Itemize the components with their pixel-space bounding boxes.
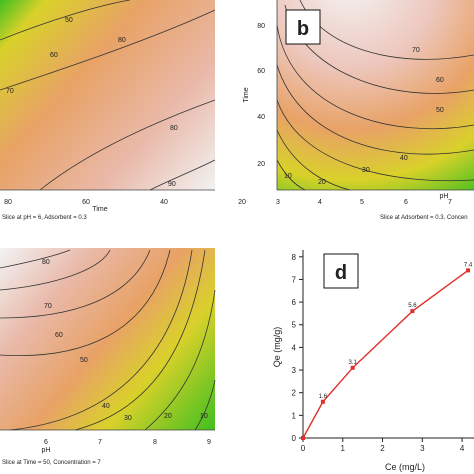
panel-a-contours — [0, 0, 216, 191]
panel-c-contour-label: 60 — [55, 332, 63, 339]
panel-d-y-tick-label: 8 — [292, 253, 297, 262]
panel-a-footer: Slice at pH = 6, Adsorbent = 0.3 — [2, 215, 87, 221]
panel-b-letter-box — [285, 9, 321, 45]
panel-d-x-tick-label: 3 — [420, 444, 425, 453]
panel-a-x-tick: 60 — [82, 199, 90, 206]
panel-d-data-point — [466, 268, 471, 273]
panel-a-contour-label: 80 — [170, 125, 178, 132]
panel-d-y-tick-label: 2 — [292, 389, 297, 398]
panel-b-contour-label: 30 — [362, 167, 370, 174]
panel-d-data-label: 5.6 — [408, 303, 417, 309]
panel-b-x-label: pH — [440, 193, 449, 200]
panel-c-contour-label: 20 — [164, 413, 172, 420]
panel-c: 80 70 60 50 40 30 20 10 6 7 8 9 pH Slice… — [0, 248, 216, 466]
panel-d-y-tick-label: 4 — [292, 343, 297, 352]
panel-b-y-tick: 60 — [257, 68, 265, 75]
panel-b-contour-label: 10 — [284, 173, 292, 180]
panel-d-x-tick-label: 1 — [341, 444, 346, 453]
panel-b-x-tick: 7 — [448, 199, 452, 206]
panel-b-contour-label: 20 — [318, 179, 326, 186]
panel-a-x-label: Time — [92, 206, 107, 213]
panel-d-y-label: Qe (mg/g) — [272, 327, 282, 368]
panel-d-y-tick-label: 1 — [292, 411, 297, 420]
panel-c-x-tick: 6 — [44, 439, 48, 446]
panel-b-y-tick: 40 — [257, 114, 265, 121]
panel-d-data-point — [301, 436, 305, 440]
panel-d-letter: d — [335, 262, 347, 284]
panel-b-footer: Slice at Adsorbent = 0.3, Concen — [380, 215, 468, 221]
panel-b-contour-label: 60 — [436, 77, 444, 84]
panel-d-x-ticks: 0 1 2 3 4 — [301, 438, 465, 453]
panel-d-y-ticks: 0 1 2 3 4 5 6 7 8 — [292, 253, 303, 443]
panel-d-x-label: Ce (mg/L) — [385, 462, 425, 472]
panel-c-contour-label: 30 — [124, 415, 132, 422]
panel-b-y-label: Time — [243, 87, 250, 102]
panel-c-contour-label: 40 — [102, 403, 110, 410]
panel-c-contour-label: 70 — [44, 303, 52, 310]
panel-d-y-tick-label: 5 — [292, 321, 297, 330]
panel-a-x-tick: 20 — [238, 199, 246, 206]
panel-c-x-tick: 9 — [207, 439, 211, 446]
panel-d-y-tick-label: 3 — [292, 366, 297, 375]
panel-b-x-tick: 5 — [360, 199, 364, 206]
panel-d-y-tick-label: 0 — [292, 434, 297, 443]
panel-b-contour-label: 50 — [436, 107, 444, 114]
panel-d-data-point — [350, 365, 355, 370]
panel-c-x-tick: 8 — [153, 439, 157, 446]
panel-c-contour-label: 80 — [42, 259, 50, 266]
panel-d-data-point — [410, 309, 415, 314]
panel-c-surface — [0, 248, 215, 430]
panel-d-x-tick-label: 2 — [380, 444, 385, 453]
panel-b-contour-label: 70 — [412, 47, 420, 54]
panel-d-series-line — [302, 269, 469, 439]
panel-c-contour-label: 10 — [200, 413, 208, 420]
panel-a-x-tick: 80 — [4, 199, 12, 206]
panel-d-y-tick-label: 7 — [292, 275, 297, 284]
panel-b-x-tick: 4 — [318, 199, 322, 206]
panel-d-letter-box — [323, 253, 359, 289]
panel-d-y-tick-label: 6 — [292, 298, 297, 307]
panel-d-x-tick-label: 0 — [301, 444, 306, 453]
panel-d-data-label: 3.1 — [349, 360, 358, 366]
panel-a-contour-label: 60 — [50, 52, 58, 59]
panel-c-x-tick: 7 — [98, 439, 102, 446]
panel-d-data-point — [320, 399, 325, 404]
panel-a-contour-label: 50 — [65, 17, 73, 24]
panel-b-x-tick: 3 — [276, 199, 280, 206]
panel-a-x-tick: 40 — [160, 199, 168, 206]
panel-d-data-label: 1.6 — [319, 394, 328, 400]
panel-b: 10 20 30 40 50 60 70 b 20 40 60 80 Time … — [243, 0, 474, 221]
panel-d-data-label: 7.4 — [464, 262, 473, 268]
panel-a-contour-label: 70 — [6, 88, 14, 95]
panel-d-x-tick-label: 4 — [460, 444, 465, 453]
panel-a-contour-label: 90 — [168, 181, 176, 188]
panel-b-y-tick: 80 — [257, 23, 265, 30]
panel-c-contour-label: 50 — [80, 357, 88, 364]
panel-a: 50 60 70 80 80 90 80 60 40 20 Time Slice… — [0, 0, 246, 221]
panel-b-contour-label: 40 — [400, 155, 408, 162]
panel-b-x-tick: 6 — [404, 199, 408, 206]
panel-c-footer: Slice at Time = 50, Concentration = 7 — [2, 460, 101, 466]
panel-a-contour-label: 80 — [118, 37, 126, 44]
panel-b-contours — [276, 0, 474, 191]
panel-c-contours — [0, 249, 216, 431]
panel-b-y-tick: 20 — [257, 161, 265, 168]
panel-b-letter: b — [297, 18, 309, 40]
panel-a-surface — [0, 0, 215, 190]
panel-d-series: 1.6 3.1 5.6 7.4 — [301, 262, 473, 440]
panel-d: 0 1 2 3 4 0 1 2 3 4 5 6 7 8 Qe (mg/g) Ce (mg/L) 1.6 3… — [272, 250, 474, 472]
panel-c-x-label: pH — [42, 447, 51, 454]
